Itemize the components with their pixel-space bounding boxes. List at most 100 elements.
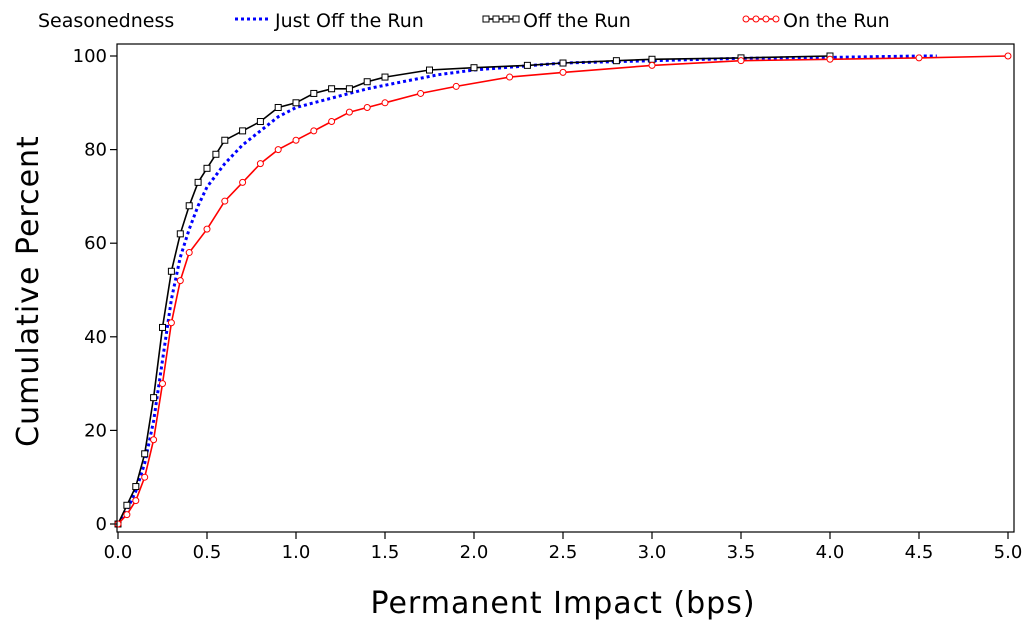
data-point xyxy=(203,225,211,233)
data-point xyxy=(150,436,158,444)
data-point xyxy=(150,394,158,402)
legend-entry: Off the Run xyxy=(482,10,631,32)
legend-entry: Just Off the Run xyxy=(235,10,424,32)
y-tick-label: 100 xyxy=(73,46,107,67)
x-tick-label: 3.5 xyxy=(727,542,756,563)
data-point xyxy=(292,99,300,107)
data-point xyxy=(559,59,567,67)
data-point xyxy=(141,473,149,481)
plot-area xyxy=(114,52,1012,528)
data-point xyxy=(328,85,336,93)
y-tick-label: 60 xyxy=(84,233,107,254)
x-tick-label: 4.5 xyxy=(905,542,934,563)
y-tick-label: 20 xyxy=(84,420,107,441)
data-point xyxy=(185,202,193,210)
series-line xyxy=(116,54,937,525)
y-tick-label: 0 xyxy=(96,514,107,535)
data-point xyxy=(123,501,131,509)
data-point xyxy=(141,450,149,458)
data-point xyxy=(194,178,202,186)
data-point xyxy=(159,380,166,388)
legend-marker xyxy=(752,15,760,23)
legend-marker xyxy=(512,15,520,23)
data-point xyxy=(167,319,175,327)
data-point xyxy=(506,73,514,81)
data-point xyxy=(363,78,371,86)
data-point xyxy=(737,57,745,65)
data-point xyxy=(159,323,166,331)
x-tick-label: 1.5 xyxy=(371,542,400,563)
legend: Seasonedness Just Off the Run Off the Run… xyxy=(38,10,890,32)
x-tick-label: 2.0 xyxy=(460,542,489,563)
data-point xyxy=(417,89,425,97)
series-off-the-run xyxy=(114,52,834,528)
legend-marker xyxy=(772,15,780,23)
data-point xyxy=(1004,52,1012,60)
legend-label: On the Run xyxy=(783,10,890,32)
data-point xyxy=(915,54,923,62)
axes: 0.0 0.5 1.0 1.5 2.0 2.5 3.0 3.5 4.0 4.5 5.0 0 20 40 60… xyxy=(73,43,1023,563)
data-point xyxy=(256,160,264,168)
series-just-off-the-run xyxy=(116,54,937,525)
data-point xyxy=(176,230,184,238)
data-point xyxy=(470,64,478,72)
data-point xyxy=(328,118,336,126)
legend-label: Off the Run xyxy=(523,10,631,32)
data-point xyxy=(523,61,531,69)
data-point xyxy=(123,511,131,519)
series-on-the-run xyxy=(114,52,1012,528)
legend-title: Seasonedness xyxy=(38,10,174,32)
data-point xyxy=(363,103,371,111)
data-point xyxy=(452,82,460,90)
data-point xyxy=(381,73,389,81)
y-tick-label: 40 xyxy=(84,327,107,348)
data-point xyxy=(345,108,353,116)
legend-marker xyxy=(762,15,770,23)
legend-entry: On the Run xyxy=(742,10,890,32)
data-point xyxy=(648,61,656,69)
x-tick-label: 4.0 xyxy=(816,542,845,563)
series-line xyxy=(117,55,831,525)
y-axis-label: Cumulative Percent xyxy=(11,135,46,447)
data-point xyxy=(310,127,318,135)
data-point xyxy=(221,197,229,205)
x-tick-label: 3.0 xyxy=(638,542,667,563)
data-point xyxy=(167,267,175,275)
data-point xyxy=(426,66,433,74)
data-point xyxy=(648,55,656,63)
data-point xyxy=(381,99,389,107)
data-point xyxy=(212,150,220,158)
legend-label: Just Off the Run xyxy=(274,10,424,32)
data-point xyxy=(132,483,140,491)
y-tick-label: 80 xyxy=(84,140,107,161)
x-tick-label: 2.5 xyxy=(549,542,578,563)
data-point xyxy=(203,164,211,172)
legend-marker xyxy=(742,15,750,23)
x-tick-label: 1.0 xyxy=(282,542,311,563)
data-point xyxy=(612,57,620,65)
x-tick-label: 0.0 xyxy=(104,542,133,563)
legend-marker xyxy=(502,15,510,23)
data-point xyxy=(292,136,300,144)
data-point xyxy=(274,103,282,111)
legend-marker xyxy=(492,15,500,23)
data-point xyxy=(274,146,282,154)
data-point xyxy=(176,277,184,285)
x-axis-label: Permanent Impact (bps) xyxy=(370,586,755,621)
data-point xyxy=(239,178,247,186)
data-point xyxy=(310,89,318,97)
data-point xyxy=(132,497,140,505)
data-point xyxy=(559,68,567,76)
data-point xyxy=(221,136,229,144)
plot-frame xyxy=(116,43,1015,533)
data-point xyxy=(345,85,353,93)
data-point xyxy=(239,127,247,135)
data-point xyxy=(256,118,264,126)
data-point xyxy=(826,55,834,63)
x-tick-label: 0.5 xyxy=(193,542,222,563)
legend-marker xyxy=(482,15,490,23)
x-tick-label: 5.0 xyxy=(994,542,1023,563)
data-point xyxy=(185,249,193,257)
